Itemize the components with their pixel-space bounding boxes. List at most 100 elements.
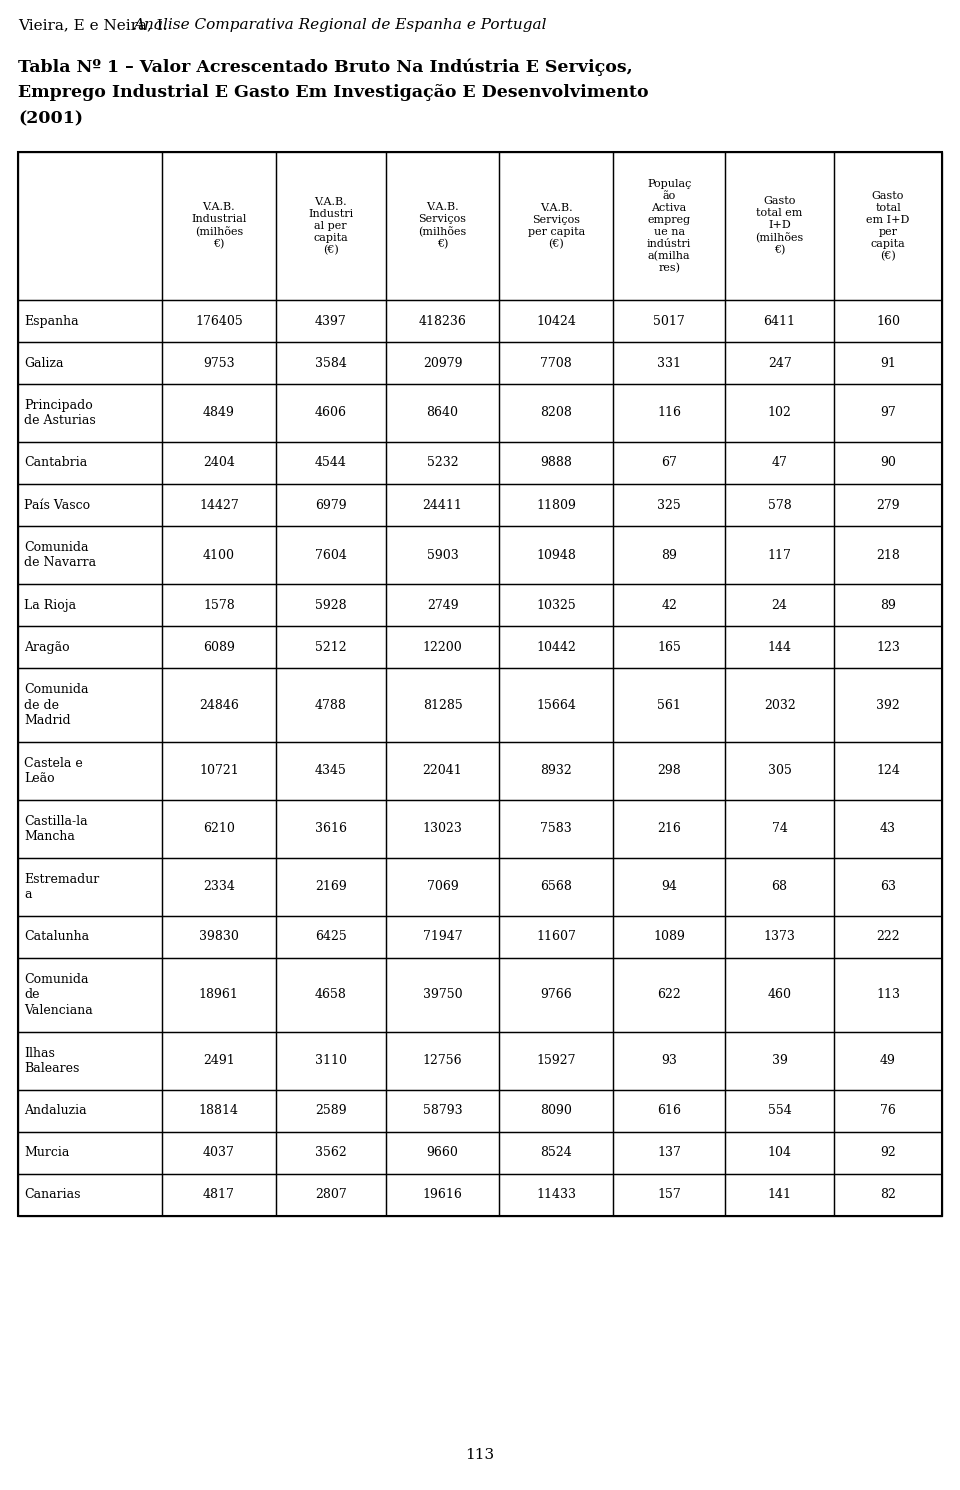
Bar — [499, 526, 613, 584]
Text: 5212: 5212 — [315, 641, 347, 654]
Text: 10442: 10442 — [537, 641, 576, 654]
Text: 4849: 4849 — [203, 407, 235, 420]
Text: 3562: 3562 — [315, 1146, 347, 1159]
Text: 2807: 2807 — [315, 1189, 347, 1201]
Text: 82: 82 — [880, 1189, 896, 1201]
Bar — [834, 584, 942, 626]
Text: 94: 94 — [661, 881, 677, 894]
Bar — [834, 916, 942, 958]
Text: 4544: 4544 — [315, 456, 347, 469]
Text: 6089: 6089 — [203, 641, 235, 654]
Bar — [386, 1174, 499, 1216]
Text: 24411: 24411 — [422, 499, 463, 511]
Bar — [162, 1091, 276, 1132]
Bar — [276, 668, 386, 742]
Bar — [613, 800, 725, 858]
Bar — [162, 916, 276, 958]
Bar — [162, 443, 276, 484]
Text: 160: 160 — [876, 314, 900, 328]
Bar — [834, 958, 942, 1033]
Bar — [499, 1091, 613, 1132]
Bar — [613, 1174, 725, 1216]
Bar — [725, 584, 834, 626]
Bar — [499, 343, 613, 384]
Bar — [18, 299, 162, 343]
Bar — [834, 626, 942, 668]
Text: 113: 113 — [876, 988, 900, 1001]
Bar — [725, 1174, 834, 1216]
Text: 7069: 7069 — [426, 881, 459, 894]
Text: 3584: 3584 — [315, 356, 347, 370]
Text: Espanha: Espanha — [24, 314, 79, 328]
Bar — [613, 668, 725, 742]
Text: 42: 42 — [661, 599, 677, 611]
Text: Cantabria: Cantabria — [24, 456, 87, 469]
Bar — [18, 1132, 162, 1174]
Text: Aragão: Aragão — [24, 641, 70, 654]
Bar — [613, 443, 725, 484]
Bar — [386, 858, 499, 916]
Text: 116: 116 — [658, 407, 682, 420]
Text: 10424: 10424 — [537, 314, 576, 328]
Bar — [613, 858, 725, 916]
Bar — [276, 343, 386, 384]
Bar — [725, 858, 834, 916]
Bar — [834, 484, 942, 526]
Text: 15664: 15664 — [537, 699, 576, 712]
Bar — [613, 384, 725, 443]
Bar — [276, 526, 386, 584]
Bar — [613, 626, 725, 668]
Text: V.A.B.
Industrial
(milhões
€): V.A.B. Industrial (milhões €) — [191, 203, 247, 249]
Bar — [834, 1033, 942, 1091]
Text: 11433: 11433 — [537, 1189, 576, 1201]
Text: 117: 117 — [768, 548, 791, 562]
Bar — [834, 343, 942, 384]
Text: 10325: 10325 — [537, 599, 576, 611]
Bar — [725, 152, 834, 299]
Text: 68: 68 — [772, 881, 787, 894]
Text: 124: 124 — [876, 764, 900, 778]
Bar — [725, 384, 834, 443]
Text: Andaluzia: Andaluzia — [24, 1104, 86, 1118]
Text: 18961: 18961 — [199, 988, 239, 1001]
Text: 3616: 3616 — [315, 822, 347, 836]
Bar — [834, 858, 942, 916]
Bar — [613, 343, 725, 384]
Bar — [386, 484, 499, 526]
Bar — [834, 1174, 942, 1216]
Bar — [276, 626, 386, 668]
Text: 4037: 4037 — [203, 1146, 235, 1159]
Bar — [499, 484, 613, 526]
Text: 6210: 6210 — [203, 822, 235, 836]
Bar — [834, 668, 942, 742]
Text: Comunida
de de
Madrid: Comunida de de Madrid — [24, 682, 88, 727]
Bar — [725, 626, 834, 668]
Text: 2032: 2032 — [764, 699, 796, 712]
Bar — [613, 1091, 725, 1132]
Bar — [276, 742, 386, 800]
Text: 2589: 2589 — [315, 1104, 347, 1118]
Bar — [276, 443, 386, 484]
Bar — [499, 152, 613, 299]
Text: 7583: 7583 — [540, 822, 572, 836]
Bar — [725, 742, 834, 800]
Text: 5928: 5928 — [315, 599, 347, 611]
Text: Galiza: Galiza — [24, 356, 63, 370]
Bar — [18, 584, 162, 626]
Bar — [613, 1033, 725, 1091]
Bar — [613, 484, 725, 526]
Text: 392: 392 — [876, 699, 900, 712]
Bar — [18, 742, 162, 800]
Text: 11607: 11607 — [537, 930, 576, 943]
Bar — [18, 1091, 162, 1132]
Text: 9660: 9660 — [426, 1146, 459, 1159]
Text: 165: 165 — [658, 641, 681, 654]
Bar — [499, 742, 613, 800]
Text: 2749: 2749 — [427, 599, 458, 611]
Bar — [834, 384, 942, 443]
Bar — [18, 626, 162, 668]
Text: 2169: 2169 — [315, 881, 347, 894]
Text: 20979: 20979 — [422, 356, 463, 370]
Text: 4345: 4345 — [315, 764, 347, 778]
Bar — [834, 299, 942, 343]
